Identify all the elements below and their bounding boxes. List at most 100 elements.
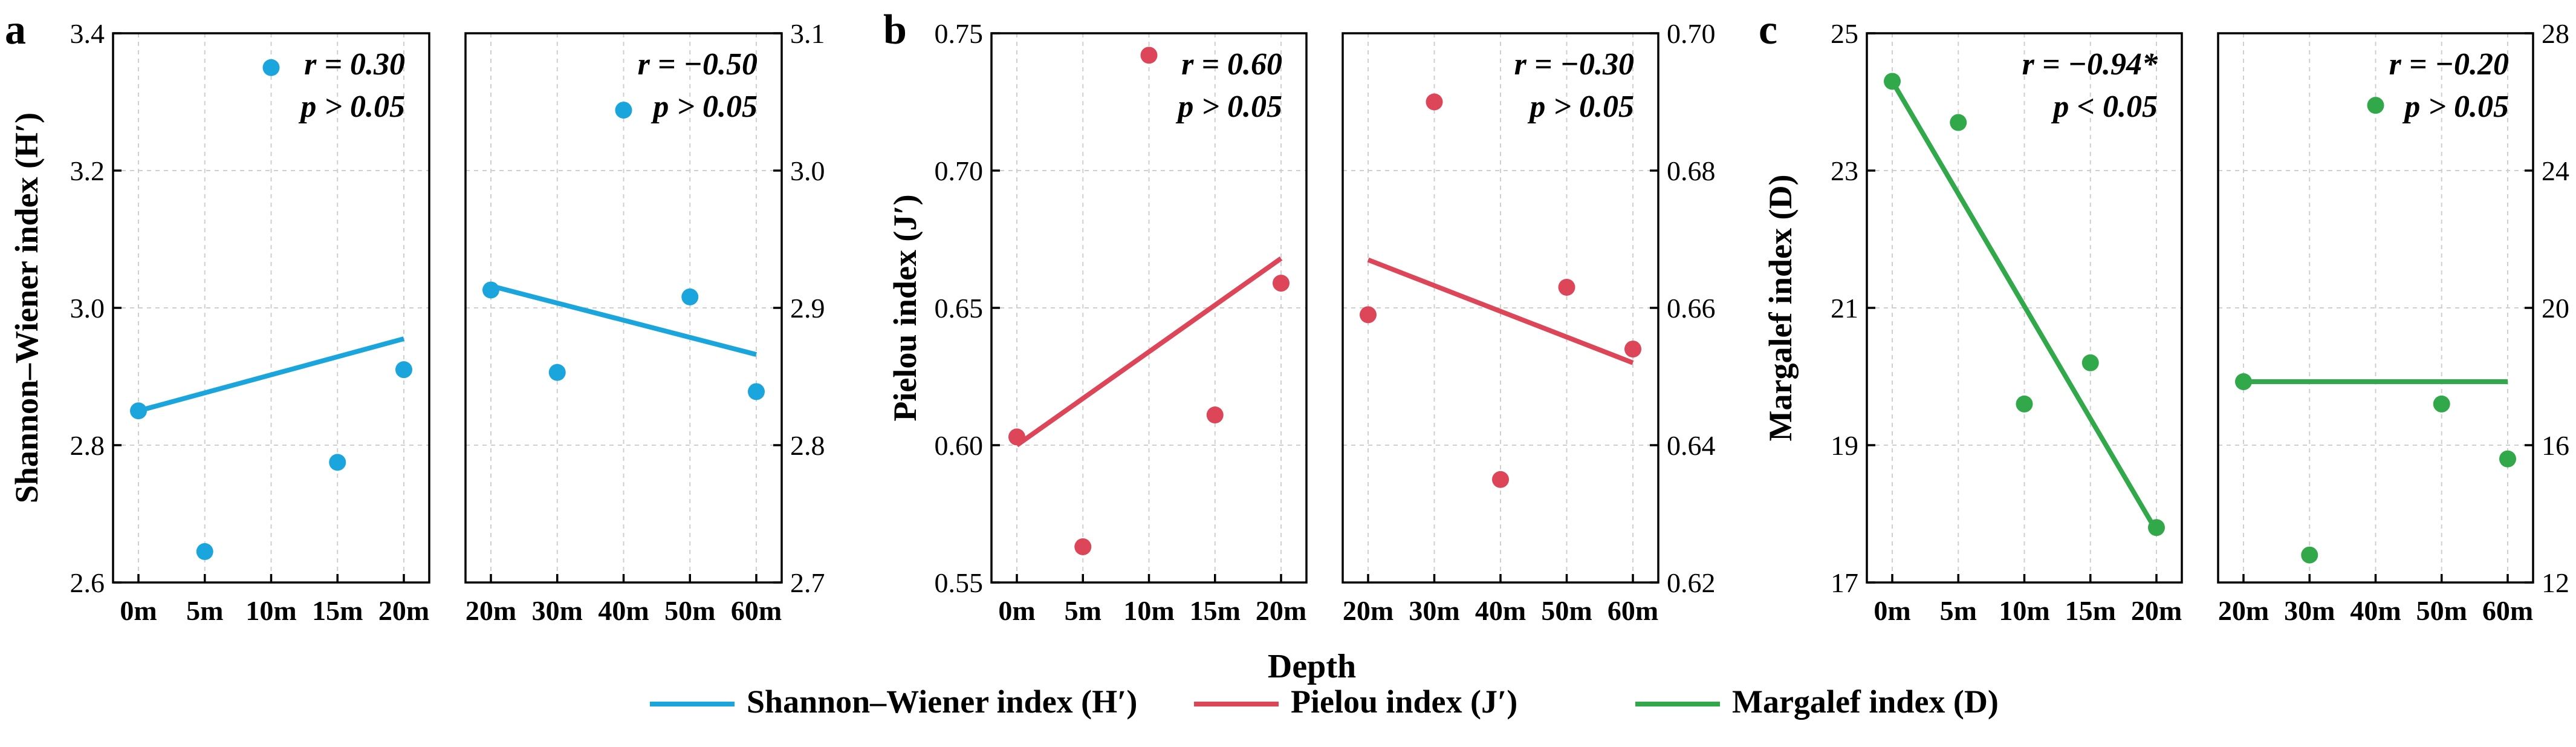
p1-ylabel: Shannon–Wiener index (H′) <box>8 113 45 503</box>
p2-point-2 <box>615 102 632 119</box>
p3-xtick-label-1: 5m <box>1065 595 1101 626</box>
p6-xtick-label-4: 60m <box>2482 595 2533 626</box>
p1-point-4 <box>395 361 412 379</box>
p4-ytick-label-3: 0.68 <box>1667 155 1716 186</box>
p6-xtick-label-1: 30m <box>2284 595 2335 626</box>
p2-ytick-label-4: 3.1 <box>790 18 825 49</box>
p1-ytick-label-2: 3.0 <box>70 293 105 324</box>
p3-fit-line <box>1015 256 1283 448</box>
p5-xtick-label-1: 5m <box>1940 595 1977 626</box>
p6-ytick-label-2: 20 <box>2542 293 2569 324</box>
p3-ytick-label-1: 0.60 <box>935 430 984 461</box>
p4-point-1 <box>1426 93 1443 111</box>
p3-point-2 <box>1140 47 1158 64</box>
p4-ytick-label-2: 0.66 <box>1667 293 1716 324</box>
p6-ytick-label-1: 16 <box>2542 430 2569 461</box>
p5-panel-letter: c <box>1759 7 1777 53</box>
p4-xtick-label-2: 40m <box>1475 595 1526 626</box>
p5-ytick-label-0: 17 <box>1831 567 1858 598</box>
p5-stat-p: p < 0.05 <box>2051 90 2158 124</box>
p3-xtick-label-2: 10m <box>1123 595 1174 626</box>
p3-ytick-label-3: 0.70 <box>935 155 984 186</box>
p5-point-3 <box>2081 354 2099 371</box>
p6-ytick-label-4: 28 <box>2542 18 2569 49</box>
p1-xtick-label-0: 0m <box>120 595 157 626</box>
p1-ytick-label-3: 3.2 <box>70 155 105 186</box>
p4-stat-r: r = −0.30 <box>1514 47 1634 82</box>
p5-ytick-label-1: 19 <box>1831 430 1858 461</box>
p3-point-0 <box>1008 428 1025 446</box>
p4-point-3 <box>1558 278 1575 296</box>
p6-point-1 <box>2301 546 2318 564</box>
p1-fit-line <box>137 336 405 414</box>
p6-point-2 <box>2367 97 2384 114</box>
p6-xtick-label-0: 20m <box>2218 595 2269 626</box>
p5-xtick-label-0: 0m <box>1874 595 1910 626</box>
p4-point-4 <box>1624 341 1641 358</box>
p1-ytick-label-0: 2.6 <box>70 567 105 598</box>
p5-ytick-label-3: 23 <box>1831 155 1858 186</box>
p6-point-4 <box>2499 450 2516 468</box>
p3-ylabel: Pielou index (J′) <box>887 194 923 421</box>
p6-point-3 <box>2433 395 2450 413</box>
legend-label-2: Margalef index (D) <box>1732 683 1999 720</box>
p3-point-4 <box>1273 275 1290 292</box>
p6-xtick-label-2: 40m <box>2350 595 2401 626</box>
depth-xlabel: Depth <box>1268 648 1356 685</box>
p4-ytick-label-0: 0.62 <box>1667 567 1716 598</box>
p5-xtick-label-2: 10m <box>1999 595 2049 626</box>
p5-point-4 <box>2148 519 2165 537</box>
p2-xtick-label-0: 20m <box>466 595 516 626</box>
p2-point-1 <box>548 364 566 381</box>
p4-point-2 <box>1492 471 1509 488</box>
p2-xtick-label-4: 60m <box>731 595 782 626</box>
p1-xtick-label-3: 15m <box>312 595 363 626</box>
p5-xtick-label-3: 15m <box>2065 595 2116 626</box>
p2-xtick-label-1: 30m <box>532 595 583 626</box>
p1-point-1 <box>196 543 213 560</box>
p4-xtick-label-3: 50m <box>1541 595 1592 626</box>
p1-point-2 <box>262 59 280 76</box>
p3-xtick-label-0: 0m <box>998 595 1035 626</box>
p3-panel-letter: b <box>883 7 907 53</box>
p2-ytick-label-3: 3.0 <box>790 155 825 186</box>
p5-point-0 <box>1884 73 1901 90</box>
p2-ytick-label-1: 2.8 <box>790 430 825 461</box>
p1-ytick-label-4: 3.4 <box>70 18 105 49</box>
p1-point-0 <box>130 402 147 420</box>
p5-xtick-label-4: 20m <box>2131 595 2182 626</box>
p4-stat-p: p > 0.05 <box>1527 90 1634 124</box>
p3-ytick-label-0: 0.55 <box>935 567 984 598</box>
p2-xtick-label-2: 40m <box>598 595 649 626</box>
p4-point-0 <box>1360 306 1377 324</box>
p1-xtick-label-1: 5m <box>186 595 223 626</box>
p4-xtick-label-0: 20m <box>1343 595 1393 626</box>
p5-ytick-label-2: 21 <box>1831 293 1858 324</box>
p2-stat-p: p > 0.05 <box>650 90 758 124</box>
p6-ytick-label-0: 12 <box>2542 567 2569 598</box>
p6-ytick-label-3: 24 <box>2542 155 2569 186</box>
p2-fit-line <box>490 283 758 357</box>
p5-ytick-label-4: 25 <box>1831 18 1858 49</box>
p4-ytick-label-4: 0.70 <box>1667 18 1716 49</box>
p3-xtick-label-4: 20m <box>1256 595 1306 626</box>
p6-stat-r: r = −0.20 <box>2389 47 2509 82</box>
p4-fit-line <box>1367 257 1634 365</box>
p4-xtick-label-1: 30m <box>1409 595 1459 626</box>
p3-stat-p: p > 0.05 <box>1175 90 1282 124</box>
p2-ytick-label-0: 2.7 <box>790 567 825 598</box>
p4-xtick-label-4: 60m <box>1608 595 1658 626</box>
p2-point-0 <box>482 281 499 299</box>
p6-stat-p: p > 0.05 <box>2402 90 2509 124</box>
p3-ytick-label-2: 0.65 <box>935 293 984 324</box>
p6-xtick-label-3: 50m <box>2416 595 2467 626</box>
p1-ytick-label-1: 2.8 <box>70 430 105 461</box>
p4-ytick-label-1: 0.64 <box>1667 430 1716 461</box>
p2-xtick-label-3: 50m <box>664 595 715 626</box>
p5-fit-line <box>1890 80 2159 532</box>
p1-point-3 <box>329 454 346 471</box>
p1-stat-p: p > 0.05 <box>298 90 405 124</box>
legend-label-1: Pielou index (J′) <box>1291 683 1517 720</box>
p3-point-3 <box>1206 406 1224 424</box>
